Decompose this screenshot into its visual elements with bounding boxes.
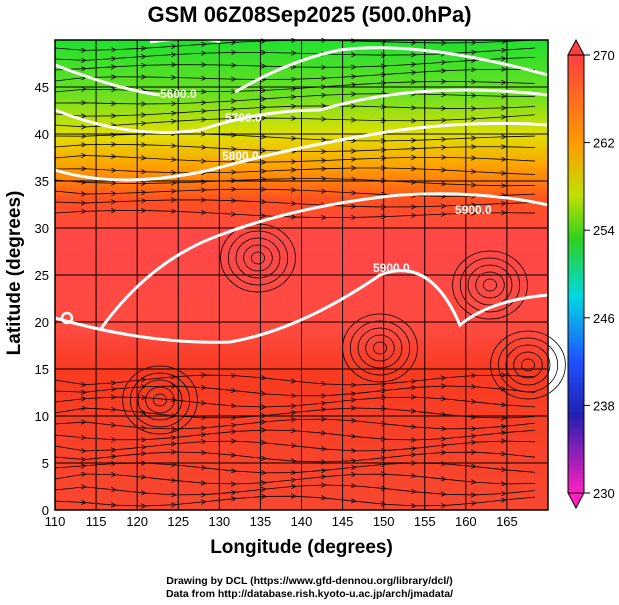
colorbar-tick-label: 230	[593, 486, 615, 501]
colorbar-tick-label: 270	[593, 48, 615, 63]
colorbar-tick-label: 238	[593, 398, 615, 413]
x-tick-label: 165	[496, 514, 518, 529]
y-axis-label: Latitude (degrees)	[4, 190, 25, 356]
streamline	[54, 375, 536, 385]
vortex-streamline	[475, 271, 505, 299]
vortex-streamline	[459, 257, 521, 313]
x-tick-label: 135	[250, 514, 272, 529]
streamline	[54, 200, 536, 207]
streamline	[54, 496, 536, 506]
x-tick-label: 130	[208, 514, 230, 529]
vortex-streamline	[505, 344, 551, 386]
colorbar-tick-label: 254	[593, 223, 615, 238]
streamline	[54, 211, 536, 218]
streamline	[54, 408, 536, 418]
x-tick-label: 140	[291, 514, 313, 529]
credit-data: Data from http://database.rish.kyoto-u.a…	[165, 588, 454, 600]
vortex-streamline	[235, 237, 281, 279]
vortex-streamline	[521, 358, 536, 372]
credit-dcl: Drawing by DCL (https://www.gfd-dennou.o…	[166, 575, 453, 587]
vortex-streamline	[467, 264, 513, 306]
vortex-streamline	[357, 327, 403, 369]
vortex-streamline	[227, 230, 289, 286]
contour-5900-south	[54, 269, 549, 344]
x-tick-label: 120	[126, 514, 148, 529]
streamline	[54, 155, 536, 162]
colorbar-max-triangle	[567, 38, 585, 56]
x-tick-label: 110	[45, 514, 66, 529]
y-tick-label: 5	[42, 456, 49, 471]
axis-ticks: 110 115 120 125 130 135 140 145 150 155 160 165 0 5 10…	[35, 80, 518, 529]
x-tick-label: 145	[332, 514, 354, 529]
colorbar-ticks: 270 262 254 246 238 230	[584, 48, 615, 501]
colorbar-tick-label: 262	[593, 136, 615, 151]
y-tick-label: 45	[35, 80, 49, 95]
x-tick-label: 115	[86, 514, 107, 529]
y-tick-label: 30	[35, 221, 49, 236]
contours	[54, 37, 549, 344]
contour-5900-north	[98, 192, 549, 331]
contour-label: 5600.0	[160, 87, 197, 101]
vortex-streamline	[250, 251, 265, 265]
vortex-streamline	[482, 278, 497, 292]
y-tick-label: 0	[42, 503, 49, 518]
y-tick-label: 10	[35, 409, 49, 424]
y-tick-label: 20	[35, 315, 49, 330]
contour-label: 5700.0	[225, 111, 262, 125]
streamline	[54, 179, 536, 186]
colorbar	[567, 54, 585, 494]
streamline	[54, 114, 536, 127]
contour-label: 5900.0	[455, 203, 492, 217]
vortex-streamline	[372, 341, 387, 355]
contour-5800	[54, 121, 549, 182]
x-tick-label: 150	[373, 514, 395, 529]
vortex-streamline	[243, 244, 273, 272]
x-tick-label: 125	[167, 514, 189, 529]
contour-5700	[54, 88, 549, 134]
vortex-streamline	[220, 223, 296, 293]
vortex-streamline	[513, 351, 543, 379]
vortex-streamline	[452, 250, 528, 320]
vortex-streamline	[365, 334, 395, 362]
y-tick-label: 25	[35, 268, 49, 283]
streamline	[54, 189, 536, 196]
y-tick-label: 15	[35, 362, 49, 377]
x-tick-label: 160	[455, 514, 477, 529]
y-tick-label: 35	[35, 174, 49, 189]
streamline	[54, 144, 536, 151]
contour-label: 5900.0	[373, 261, 410, 275]
contour-label: 5800.0	[222, 149, 259, 163]
y-tick-label: 40	[35, 127, 49, 142]
x-axis-label: Longitude (degrees)	[210, 537, 393, 558]
x-tick-label: 155	[414, 514, 436, 529]
contour-5600	[54, 37, 549, 97]
chart-title: GSM 06Z08Sep2025 (500.0hPa)	[147, 2, 472, 27]
streamline	[54, 168, 536, 175]
streamline	[54, 441, 536, 451]
vortex-streamline	[490, 330, 566, 400]
colorbar-min-triangle	[567, 492, 585, 510]
streamline	[54, 474, 536, 484]
plot-frame	[54, 39, 549, 511]
colorbar-tick-label: 246	[593, 311, 615, 326]
contour-closed	[60, 311, 74, 325]
